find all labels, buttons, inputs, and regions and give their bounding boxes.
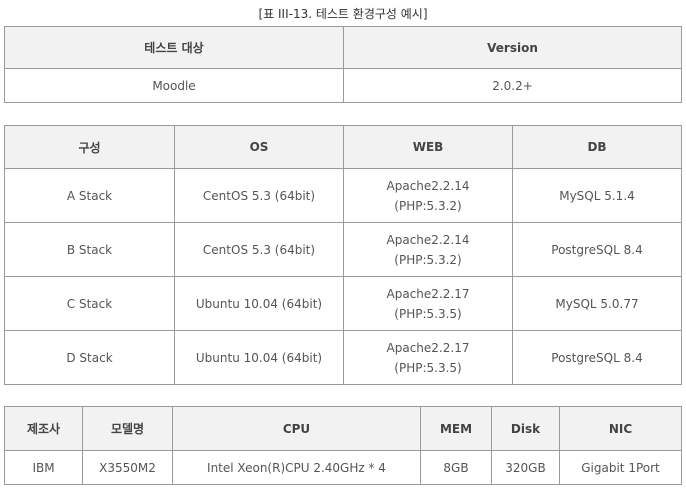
cell-web: Apache2.2.17 (PHP:5.3.5) [343, 276, 513, 331]
table-header-row: 제조사 모델명 CPU MEM Disk NIC [4, 406, 682, 451]
cell-db: PostgreSQL 8.4 [512, 222, 682, 277]
cell-web: Apache2.2.14 (PHP:5.3.2) [343, 168, 513, 223]
web-server-version: Apache2.2.17 [386, 340, 470, 355]
cell-os: Ubuntu 10.04 (64bit) [174, 330, 344, 385]
table-row: B Stack CentOS 5.3 (64bit) Apache2.2.14 … [4, 222, 682, 277]
cell-db: MySQL 5.0.77 [512, 276, 682, 331]
cell-nic: Gigabit 1Port [559, 450, 682, 485]
php-version: (PHP:5.3.2) [394, 252, 462, 267]
header-manufacturer: 제조사 [4, 406, 83, 451]
hardware-spec-table: 제조사 모델명 CPU MEM Disk NIC IBM X3550M2 Int… [4, 406, 682, 485]
cell-mem: 8GB [420, 450, 492, 485]
php-version: (PHP:5.3.2) [394, 198, 462, 213]
table-caption: [표 III-13. 테스트 환경구성 예시] [258, 7, 428, 21]
table-header-row: 구성 OS WEB DB [4, 125, 682, 169]
header-test-target: 테스트 대상 [4, 26, 344, 69]
table-row: IBM X3550M2 Intel Xeon(R)CPU 2.40GHz * 4… [4, 450, 682, 485]
php-version: (PHP:5.3.5) [394, 306, 462, 321]
web-server-version: Apache2.2.14 [386, 178, 470, 193]
cell-db: PostgreSQL 8.4 [512, 330, 682, 385]
cell-disk: 320GB [491, 450, 560, 485]
test-target-table: 테스트 대상 Version Moodle 2.0.2+ [4, 26, 682, 103]
cell-model: X3550M2 [82, 450, 173, 485]
header-db: DB [512, 125, 682, 169]
header-web: WEB [343, 125, 513, 169]
header-os: OS [174, 125, 344, 169]
table-header-row: 테스트 대상 Version [4, 26, 682, 69]
table-row: D Stack Ubuntu 10.04 (64bit) Apache2.2.1… [4, 330, 682, 385]
php-version: (PHP:5.3.5) [394, 360, 462, 375]
cell-db: MySQL 5.1.4 [512, 168, 682, 223]
cell-stack-name: B Stack [4, 222, 175, 277]
cell-os: CentOS 5.3 (64bit) [174, 168, 344, 223]
table-row: C Stack Ubuntu 10.04 (64bit) Apache2.2.1… [4, 276, 682, 331]
header-model: 모델명 [82, 406, 173, 451]
cell-os: CentOS 5.3 (64bit) [174, 222, 344, 277]
cell-web: Apache2.2.17 (PHP:5.3.5) [343, 330, 513, 385]
table-row: A Stack CentOS 5.3 (64bit) Apache2.2.14 … [4, 168, 682, 223]
header-mem: MEM [420, 406, 492, 451]
header-version: Version [343, 26, 682, 69]
cell-manufacturer: IBM [4, 450, 83, 485]
stack-config-table: 구성 OS WEB DB A Stack CentOS 5.3 (64bit) … [4, 125, 682, 385]
header-nic: NIC [559, 406, 682, 451]
cell-version: 2.0.2+ [343, 68, 682, 103]
web-server-version: Apache2.2.17 [386, 286, 470, 301]
cell-os: Ubuntu 10.04 (64bit) [174, 276, 344, 331]
cell-stack-name: A Stack [4, 168, 175, 223]
cell-target: Moodle [4, 68, 344, 103]
header-cpu: CPU [172, 406, 421, 451]
cell-cpu: Intel Xeon(R)CPU 2.40GHz * 4 [172, 450, 421, 485]
header-disk: Disk [491, 406, 560, 451]
cell-stack-name: C Stack [4, 276, 175, 331]
web-server-version: Apache2.2.14 [386, 232, 470, 247]
table-row: Moodle 2.0.2+ [4, 68, 682, 103]
cell-web: Apache2.2.14 (PHP:5.3.2) [343, 222, 513, 277]
cell-stack-name: D Stack [4, 330, 175, 385]
header-config: 구성 [4, 125, 175, 169]
